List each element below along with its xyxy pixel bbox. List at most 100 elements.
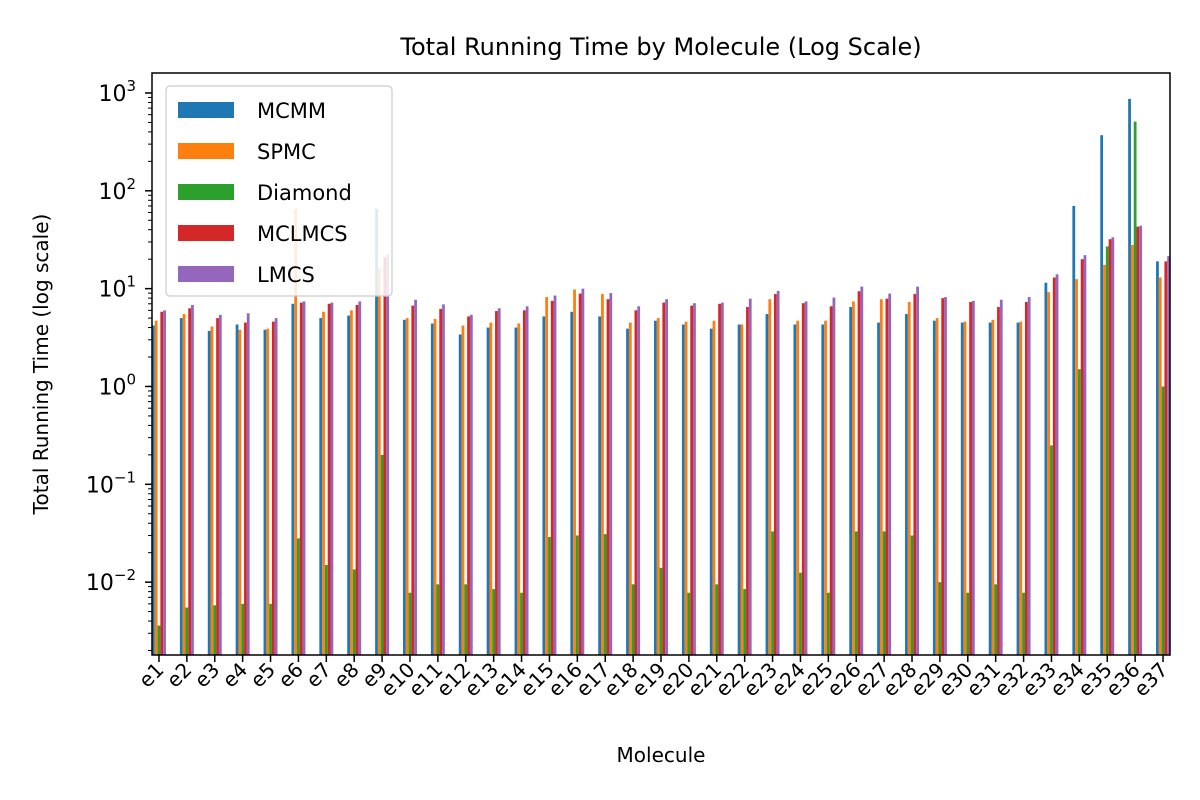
bar-lmcs-e24 [804, 301, 808, 655]
bar-spmc-e16 [573, 289, 576, 655]
bar-lmcs-e10 [414, 299, 417, 655]
legend-swatch-mclmcs [178, 225, 234, 241]
bar-spmc-e8 [350, 310, 353, 655]
bar-mclmcs-e6 [299, 302, 303, 655]
bar-diamond-e26 [854, 531, 858, 655]
bar-mcmm-e5 [263, 329, 267, 655]
bar-mclmcs-e33 [1052, 277, 1056, 655]
bar-lmcs-e19 [665, 299, 668, 655]
bar-diamond-e8 [352, 569, 356, 655]
bar-lmcs-e23 [776, 290, 780, 655]
legend-swatch-diamond [178, 184, 234, 200]
bar-mcmm-e17 [598, 316, 602, 655]
bar-spmc-e32 [1019, 321, 1023, 655]
bar-mclmcs-e8 [355, 305, 359, 655]
series-mclmcs [160, 226, 1168, 655]
y-tick-label: 10−1 [86, 468, 136, 498]
bar-mclmcs-e20 [690, 305, 694, 655]
bar-mcmm-e12 [458, 334, 462, 655]
bar-mcmm-e10 [403, 319, 406, 655]
bar-lmcs-e35 [1111, 237, 1115, 655]
bar-diamond-e3 [213, 605, 217, 655]
bar-spmc-e14 [517, 323, 521, 655]
bar-mcmm-e33 [1044, 282, 1048, 655]
bar-lmcs-e37 [1167, 256, 1170, 655]
bar-mclmcs-e37 [1164, 261, 1168, 655]
y-axis-label: Total Running Time (log scale) [29, 214, 53, 516]
bar-mclmcs-e1 [160, 311, 164, 655]
x-axis-label: Molecule [617, 743, 706, 767]
y-tick-label: 103 [98, 77, 136, 107]
bar-mcmm-e24 [793, 324, 797, 655]
bar-mcmm-e23 [765, 314, 769, 655]
bar-mclmcs-e24 [801, 303, 805, 655]
bar-lmcs-e14 [525, 306, 529, 655]
bar-diamond-e25 [826, 592, 830, 655]
bar-mcmm-e21 [709, 328, 713, 655]
legend-swatch-lmcs [178, 266, 234, 282]
bar-spmc-e34 [1075, 279, 1078, 655]
bar-diamond-e1 [157, 625, 161, 655]
bar-spmc-e13 [489, 322, 493, 655]
bar-lmcs-e27 [888, 293, 892, 655]
bar-mclmcs-e35 [1108, 239, 1112, 655]
bar-lmcs-e3 [218, 314, 222, 655]
bar-lmcs-e7 [330, 302, 334, 655]
series-diamond [157, 121, 1165, 655]
bar-spmc-e6 [294, 209, 298, 656]
bar-diamond-e32 [1022, 592, 1025, 655]
bar-spmc-e12 [461, 325, 465, 655]
legend-label-lmcs: LMCS [257, 263, 315, 287]
bar-lmcs-e21 [720, 302, 724, 655]
bar-diamond-e24 [799, 572, 802, 655]
y-tick-label: 102 [98, 175, 136, 205]
bar-lmcs-e20 [693, 303, 696, 655]
bar-lmcs-e30 [971, 300, 975, 655]
bar-spmc-e30 [963, 321, 967, 655]
bar-spmc-e22 [740, 324, 744, 655]
y-tick-label: 10−2 [86, 566, 136, 596]
bar-mcmm-e19 [654, 320, 657, 655]
bar-spmc-e17 [601, 294, 604, 655]
bar-diamond-e14 [520, 592, 523, 655]
bar-mcmm-e28 [905, 314, 908, 655]
bar-lmcs-e1 [163, 310, 166, 655]
bar-spmc-e4 [238, 329, 242, 655]
series-lmcs [163, 225, 1170, 655]
bar-diamond-e7 [324, 564, 328, 655]
bar-mcmm-e27 [877, 322, 880, 655]
bar-lmcs-e17 [609, 293, 613, 655]
bar-diamond-e37 [1161, 386, 1165, 655]
legend-swatch-spmc [178, 143, 234, 159]
bar-mcmm-e18 [626, 328, 629, 655]
bar-mcmm-e4 [235, 324, 239, 655]
bar-spmc-e3 [210, 326, 214, 655]
bar-mclmcs-e10 [411, 305, 415, 655]
bar-mclmcs-e21 [718, 303, 721, 655]
bar-diamond-e12 [464, 584, 468, 655]
bar-mclmcs-e32 [1024, 302, 1028, 655]
bar-spmc-e28 [907, 302, 911, 655]
bar-diamond-e10 [408, 592, 412, 655]
bar-lmcs-e12 [469, 314, 473, 655]
bar-spmc-e9 [377, 268, 381, 655]
bar-lmcs-e25 [832, 297, 836, 655]
bar-mclmcs-e16 [578, 293, 582, 655]
legend-swatch-mcmm [178, 102, 234, 118]
bar-diamond-e21 [715, 584, 719, 655]
bar-diamond-e6 [297, 538, 300, 655]
bar-mclmcs-e15 [550, 300, 554, 655]
bar-mclmcs-e11 [439, 308, 443, 655]
bar-diamond-e15 [548, 536, 551, 655]
bar-mclmcs-e9 [383, 257, 387, 655]
bar-mcmm-e7 [319, 318, 323, 655]
bar-mclmcs-e13 [495, 311, 498, 655]
bar-mclmcs-e34 [1080, 259, 1084, 655]
bar-diamond-e18 [631, 584, 635, 655]
bar-mclmcs-e5 [271, 321, 275, 655]
bar-mclmcs-e14 [522, 310, 526, 655]
bar-mcmm-e6 [291, 303, 295, 655]
bar-mcmm-e36 [1128, 98, 1131, 655]
bar-lmcs-e8 [358, 301, 362, 655]
